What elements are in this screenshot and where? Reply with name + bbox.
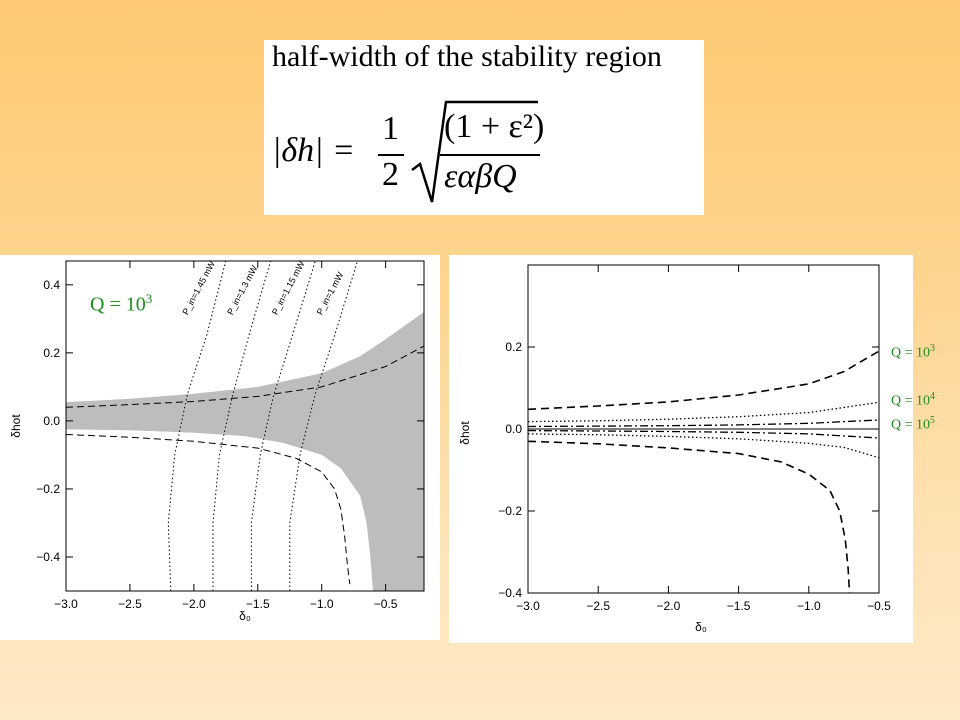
q-series-4-lower — [528, 433, 879, 459]
right-ytick-label: 0.2 — [505, 340, 522, 354]
right-xtick-label: −1.5 — [727, 599, 751, 613]
series-label-q3: Q = 103 — [891, 343, 935, 362]
power-curve-1 — [167, 261, 227, 591]
quality-factor-chart: −3.0 −2.5 −2.0 −1.5 −1.0 −0.5 0.2 0.0 −0.2 −0.4 δ₀… — [449, 255, 913, 643]
radicand-fraction-line — [440, 154, 540, 156]
q-series-3-lower — [528, 440, 851, 593]
half-denominator: 2 — [382, 156, 399, 193]
power-label-4: P_in=1 mW — [315, 270, 346, 316]
left-ytick-label: 0.2 — [43, 346, 60, 360]
sqrt-sign-icon — [411, 100, 538, 203]
left-ytick-label: 0.4 — [43, 278, 60, 292]
series-label-q5: Q = 105 — [891, 415, 935, 434]
left-ytick-label: −0.4 — [36, 550, 60, 564]
right-ylabel: δhot — [458, 421, 472, 445]
left-ytick-label: −0.2 — [36, 482, 60, 496]
q-series-4-upper — [528, 401, 879, 423]
series-label-q4-exp: 4 — [930, 391, 936, 402]
stability-region-chart: P_in=1.45 mW P_in=1.3 mW P_in=1.15 mW P_in=… — [0, 255, 440, 640]
formula-lhs: |δh| = — [272, 132, 355, 169]
left-xtick-label: −0.5 — [374, 597, 398, 611]
radicand-numerator: (1 + ε²) — [444, 108, 545, 145]
left-xtick-label: −1.5 — [246, 597, 270, 611]
right-xtick-label: −3.0 — [516, 599, 540, 613]
left-plot-frame — [65, 260, 425, 592]
left-q-annotation-base: Q = 10 — [90, 293, 146, 316]
right-ytick-label: −0.2 — [498, 504, 522, 518]
series-label-q5-exp: 5 — [930, 415, 936, 426]
q-series-3-upper — [528, 350, 879, 411]
left-q-annotation: Q = 103 — [90, 291, 152, 317]
radicand-denominator: εαβQ — [444, 158, 517, 195]
right-xtick-label: −1.0 — [797, 599, 821, 613]
left-xtick-label: −3.0 — [54, 597, 78, 611]
quality-factor-plot: −3.0 −2.5 −2.0 −1.5 −1.0 −0.5 0.2 0.0 −0.2 −0.4 δ₀… — [458, 264, 891, 634]
dashed-boundary-upper — [66, 345, 424, 408]
series-label-q5-base: Q = 10 — [891, 417, 931, 433]
q-series-5-upper — [528, 419, 879, 428]
series-label-q3-base: Q = 10 — [891, 345, 931, 361]
right-xlabel: δ₀ — [695, 620, 707, 634]
power-curve-4 — [289, 261, 358, 591]
formula-heading: half-width of the stability region — [272, 40, 662, 73]
series-label-q4: Q = 104 — [891, 391, 935, 410]
power-label-2: P_in=1.3 mW — [225, 263, 260, 316]
left-xtick-label: −2.0 — [182, 597, 206, 611]
q-series-5-lower — [528, 429, 879, 439]
formula-box: half-width of the stability region |δh| … — [264, 40, 704, 215]
power-label-1: P_in=1.45 mW — [180, 259, 217, 316]
power-curve-2 — [212, 261, 272, 591]
left-ytick-label: 0.0 — [43, 414, 60, 428]
stability-region-shaded — [66, 312, 424, 591]
left-xtick-label: −1.0 — [310, 597, 334, 611]
right-ytick-label: 0.0 — [505, 422, 522, 436]
left-xlabel: δ₀ — [239, 609, 251, 623]
half-fraction-line — [378, 154, 404, 156]
series-label-q3-exp: 3 — [930, 343, 936, 354]
right-xtick-label: −2.5 — [586, 599, 610, 613]
power-label-3: P_in=1.15 mW — [270, 259, 307, 316]
power-curve-3 — [250, 261, 316, 591]
left-xtick-label: −2.5 — [118, 597, 142, 611]
half-numerator: 1 — [382, 110, 399, 147]
right-xtick-label: −2.0 — [657, 599, 681, 613]
right-ytick-label: −0.4 — [498, 586, 522, 600]
left-q-annotation-exp: 3 — [145, 291, 153, 306]
stability-region-plot: P_in=1.45 mW P_in=1.3 mW P_in=1.15 mW P_in=… — [9, 259, 425, 623]
series-label-q4-base: Q = 10 — [891, 393, 931, 409]
left-ylabel: δhot — [9, 414, 23, 438]
right-xtick-label: −0.5 — [867, 599, 891, 613]
